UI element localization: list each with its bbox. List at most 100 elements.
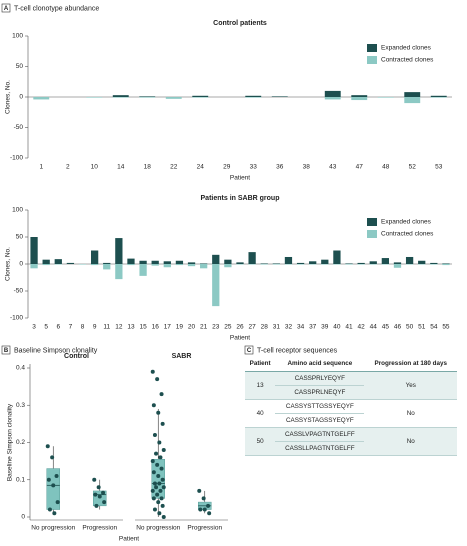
data-point [150, 369, 155, 374]
data-point [47, 507, 52, 512]
bar [151, 260, 159, 264]
x-axis-label: Patient [230, 175, 250, 182]
x-tick-label: 2 [66, 164, 70, 171]
x-tick-label: 44 [370, 324, 378, 331]
x-tick-label: 33 [250, 164, 258, 171]
x-tick-label: 40 [333, 324, 341, 331]
bar [430, 95, 447, 97]
bar [245, 95, 262, 97]
x-tick-label: 15 [139, 324, 147, 331]
data-point [161, 447, 166, 452]
data-point [54, 474, 59, 479]
y-tick-label: 50 [16, 234, 24, 241]
data-point [154, 451, 159, 456]
bar [139, 264, 147, 276]
x-tick-label: 6 [56, 324, 60, 331]
data-point [150, 459, 155, 464]
bar [90, 250, 99, 264]
bar [236, 264, 244, 265]
data-point [160, 503, 165, 508]
data-point [151, 496, 156, 501]
bar [405, 264, 414, 265]
data-point [159, 496, 164, 501]
data-point [55, 500, 60, 505]
x-tick-label: 38 [303, 164, 311, 171]
data-point [160, 421, 165, 426]
chart-title: Control patients [213, 20, 267, 27]
x-tick-label: 50 [406, 324, 414, 331]
bar [357, 264, 365, 265]
bar [224, 259, 232, 264]
x-tick-label: Progression [187, 525, 222, 532]
bar [112, 97, 129, 98]
data-point [155, 492, 160, 497]
data-point [150, 488, 155, 493]
x-tick-label: 21 [200, 324, 208, 331]
sequence-table: Patient Amino acid sequence Progression at… [245, 356, 457, 456]
bar [296, 264, 305, 265]
data-point [161, 515, 166, 519]
bar [42, 264, 50, 266]
y-tick-label: 0.3 [16, 402, 25, 409]
data-point [50, 455, 55, 460]
bar [260, 263, 268, 264]
panel-label: B [4, 348, 9, 354]
x-tick-label: 14 [117, 164, 125, 171]
bar [357, 262, 365, 264]
legend-swatch [367, 230, 377, 238]
x-tick-label: 42 [358, 324, 366, 331]
bar [200, 263, 208, 264]
legend-label: Expanded clones [381, 219, 432, 226]
legend-label: Expanded clones [381, 45, 432, 52]
x-tick-label: 36 [276, 164, 284, 171]
y-axis-label: Clones, No. [5, 80, 12, 114]
data-point [159, 392, 164, 397]
x-tick-label: 12 [115, 324, 123, 331]
data-point [157, 440, 162, 445]
bar [309, 264, 317, 265]
data-point [156, 410, 161, 415]
x-tick-label: No progression [136, 525, 180, 532]
data-point [158, 455, 163, 460]
x-tick-label: 31 [273, 324, 281, 331]
x-tick-label: 10 [91, 164, 99, 171]
data-point [157, 511, 162, 516]
x-tick-label: 24 [197, 164, 205, 171]
data-point [52, 511, 57, 516]
sequence-cell: CASSYSTAGSSYEQYF [275, 413, 365, 428]
sequence-cell: CASSPRLNEQYF [275, 385, 365, 400]
bar [248, 264, 256, 265]
bar [345, 263, 353, 264]
bar [272, 264, 280, 265]
data-point [197, 488, 202, 493]
x-tick-label: 28 [261, 324, 269, 331]
table-row: CASSYSTAGSSYEQYF [245, 413, 457, 428]
x-tick-label: 39 [321, 324, 329, 331]
bar [192, 97, 209, 98]
panel-label: A [4, 6, 9, 12]
bar [139, 97, 156, 98]
table-row: 13 CASSPRLYEQYF Yes [245, 371, 457, 400]
panel-title: T-cell clonotype abundance [14, 5, 99, 12]
data-point [94, 503, 99, 508]
bar [442, 263, 450, 264]
sequence-cell: CASSLVPAGTNTGELFF [275, 427, 365, 442]
bar [139, 96, 156, 97]
bar [78, 264, 87, 265]
bar [30, 237, 38, 264]
x-tick-label: 11 [103, 324, 110, 331]
bar [224, 264, 232, 268]
bar [112, 95, 129, 97]
x-tick-label: 26 [236, 324, 244, 331]
data-point [161, 485, 166, 490]
bar [345, 264, 353, 265]
table-row: 40 CASSYSTTGSSYEQYF No [245, 399, 457, 428]
column-header: Amino acid sequence [275, 356, 365, 372]
data-point [51, 483, 56, 488]
bar [369, 264, 377, 265]
bar [187, 264, 196, 267]
legend-label: Contracted clones [381, 231, 434, 238]
bar [321, 264, 329, 265]
x-tick-label: 29 [223, 164, 231, 171]
